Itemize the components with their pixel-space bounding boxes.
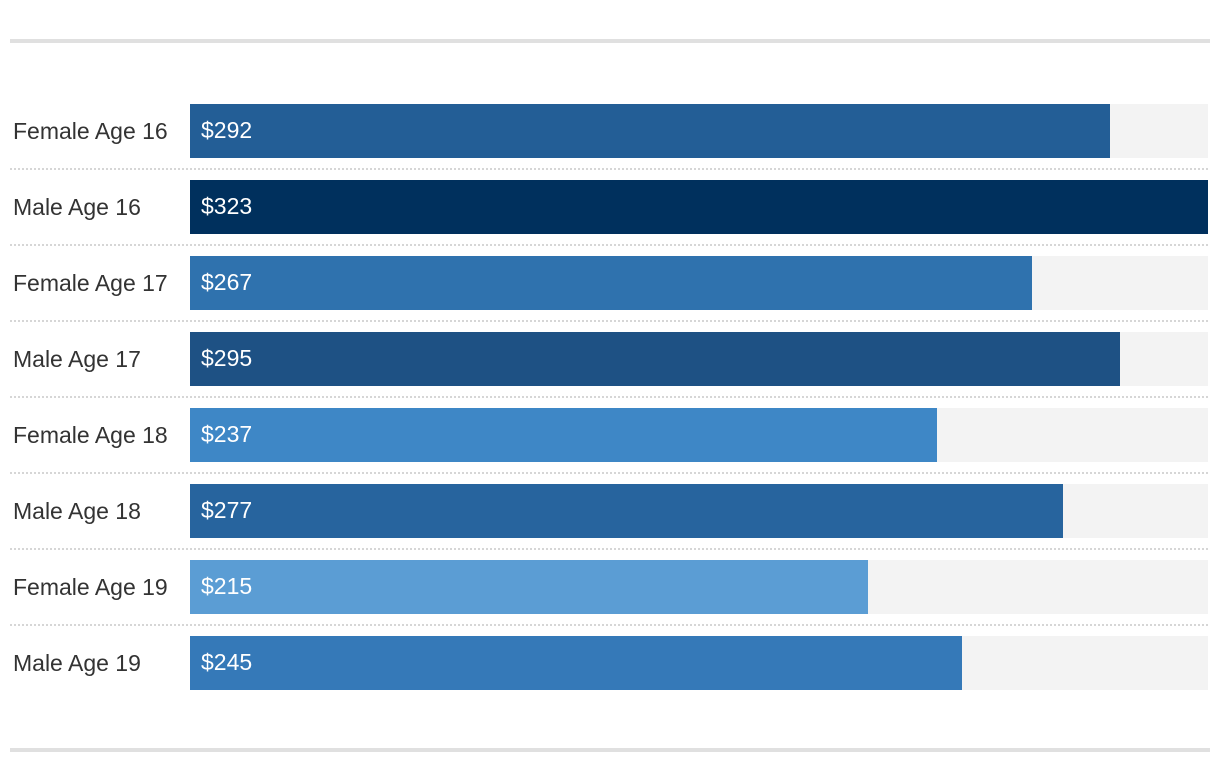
bar: $215 — [190, 560, 868, 614]
category-label: Female Age 19 — [13, 574, 168, 600]
row-divider — [10, 396, 1208, 398]
category-label: Female Age 17 — [13, 270, 168, 296]
bar-track: $292 — [190, 104, 1208, 158]
bar-row: Female Age 19 $215 — [10, 560, 1208, 636]
bar: $245 — [190, 636, 962, 690]
bar-row: Male Age 16 $323 — [10, 180, 1208, 256]
row-divider — [10, 168, 1208, 170]
bar-track: $267 — [190, 256, 1208, 310]
bar-track: $245 — [190, 636, 1208, 690]
bar-track: $215 — [190, 560, 1208, 614]
row-divider — [10, 244, 1208, 246]
row-divider — [10, 320, 1208, 322]
bar-value-label: $215 — [201, 573, 253, 599]
category-label: Male Age 17 — [13, 346, 141, 372]
category-label: Female Age 16 — [13, 118, 168, 144]
bar-value-label: $295 — [201, 345, 253, 371]
category-label: Female Age 18 — [13, 422, 168, 448]
bar-row: Female Age 18 $237 — [10, 408, 1208, 484]
bar: $277 — [190, 484, 1063, 538]
bar-value-label: $277 — [201, 497, 253, 523]
category-label: Male Age 18 — [13, 498, 141, 524]
row-divider — [10, 548, 1208, 550]
bar: $292 — [190, 104, 1110, 158]
bar: $323 — [190, 180, 1208, 234]
bar-value-label: $323 — [201, 193, 253, 219]
row-divider — [10, 472, 1208, 474]
row-divider — [10, 624, 1208, 626]
bar-value-label: $267 — [201, 269, 253, 295]
bar-value-label: $237 — [201, 421, 253, 447]
category-label: Male Age 16 — [13, 194, 141, 220]
bar-row: Male Age 17 $295 — [10, 332, 1208, 408]
top-rule — [10, 39, 1210, 43]
bar: $295 — [190, 332, 1120, 386]
bar-value-label: $292 — [201, 117, 253, 143]
bar-track: $295 — [190, 332, 1208, 386]
bar-track: $277 — [190, 484, 1208, 538]
bottom-rule — [10, 748, 1210, 752]
bar-track: $323 — [190, 180, 1208, 234]
bar-row: Male Age 18 $277 — [10, 484, 1208, 560]
bar-row: Male Age 19 $245 — [10, 636, 1208, 712]
bar: $267 — [190, 256, 1032, 310]
bar-row: Female Age 17 $267 — [10, 256, 1208, 332]
category-label: Male Age 19 — [13, 650, 141, 676]
bar-value-label: $245 — [201, 649, 253, 675]
bar-track: $237 — [190, 408, 1208, 462]
bar-row: Female Age 16 $292 — [10, 104, 1208, 180]
bar: $237 — [190, 408, 937, 462]
